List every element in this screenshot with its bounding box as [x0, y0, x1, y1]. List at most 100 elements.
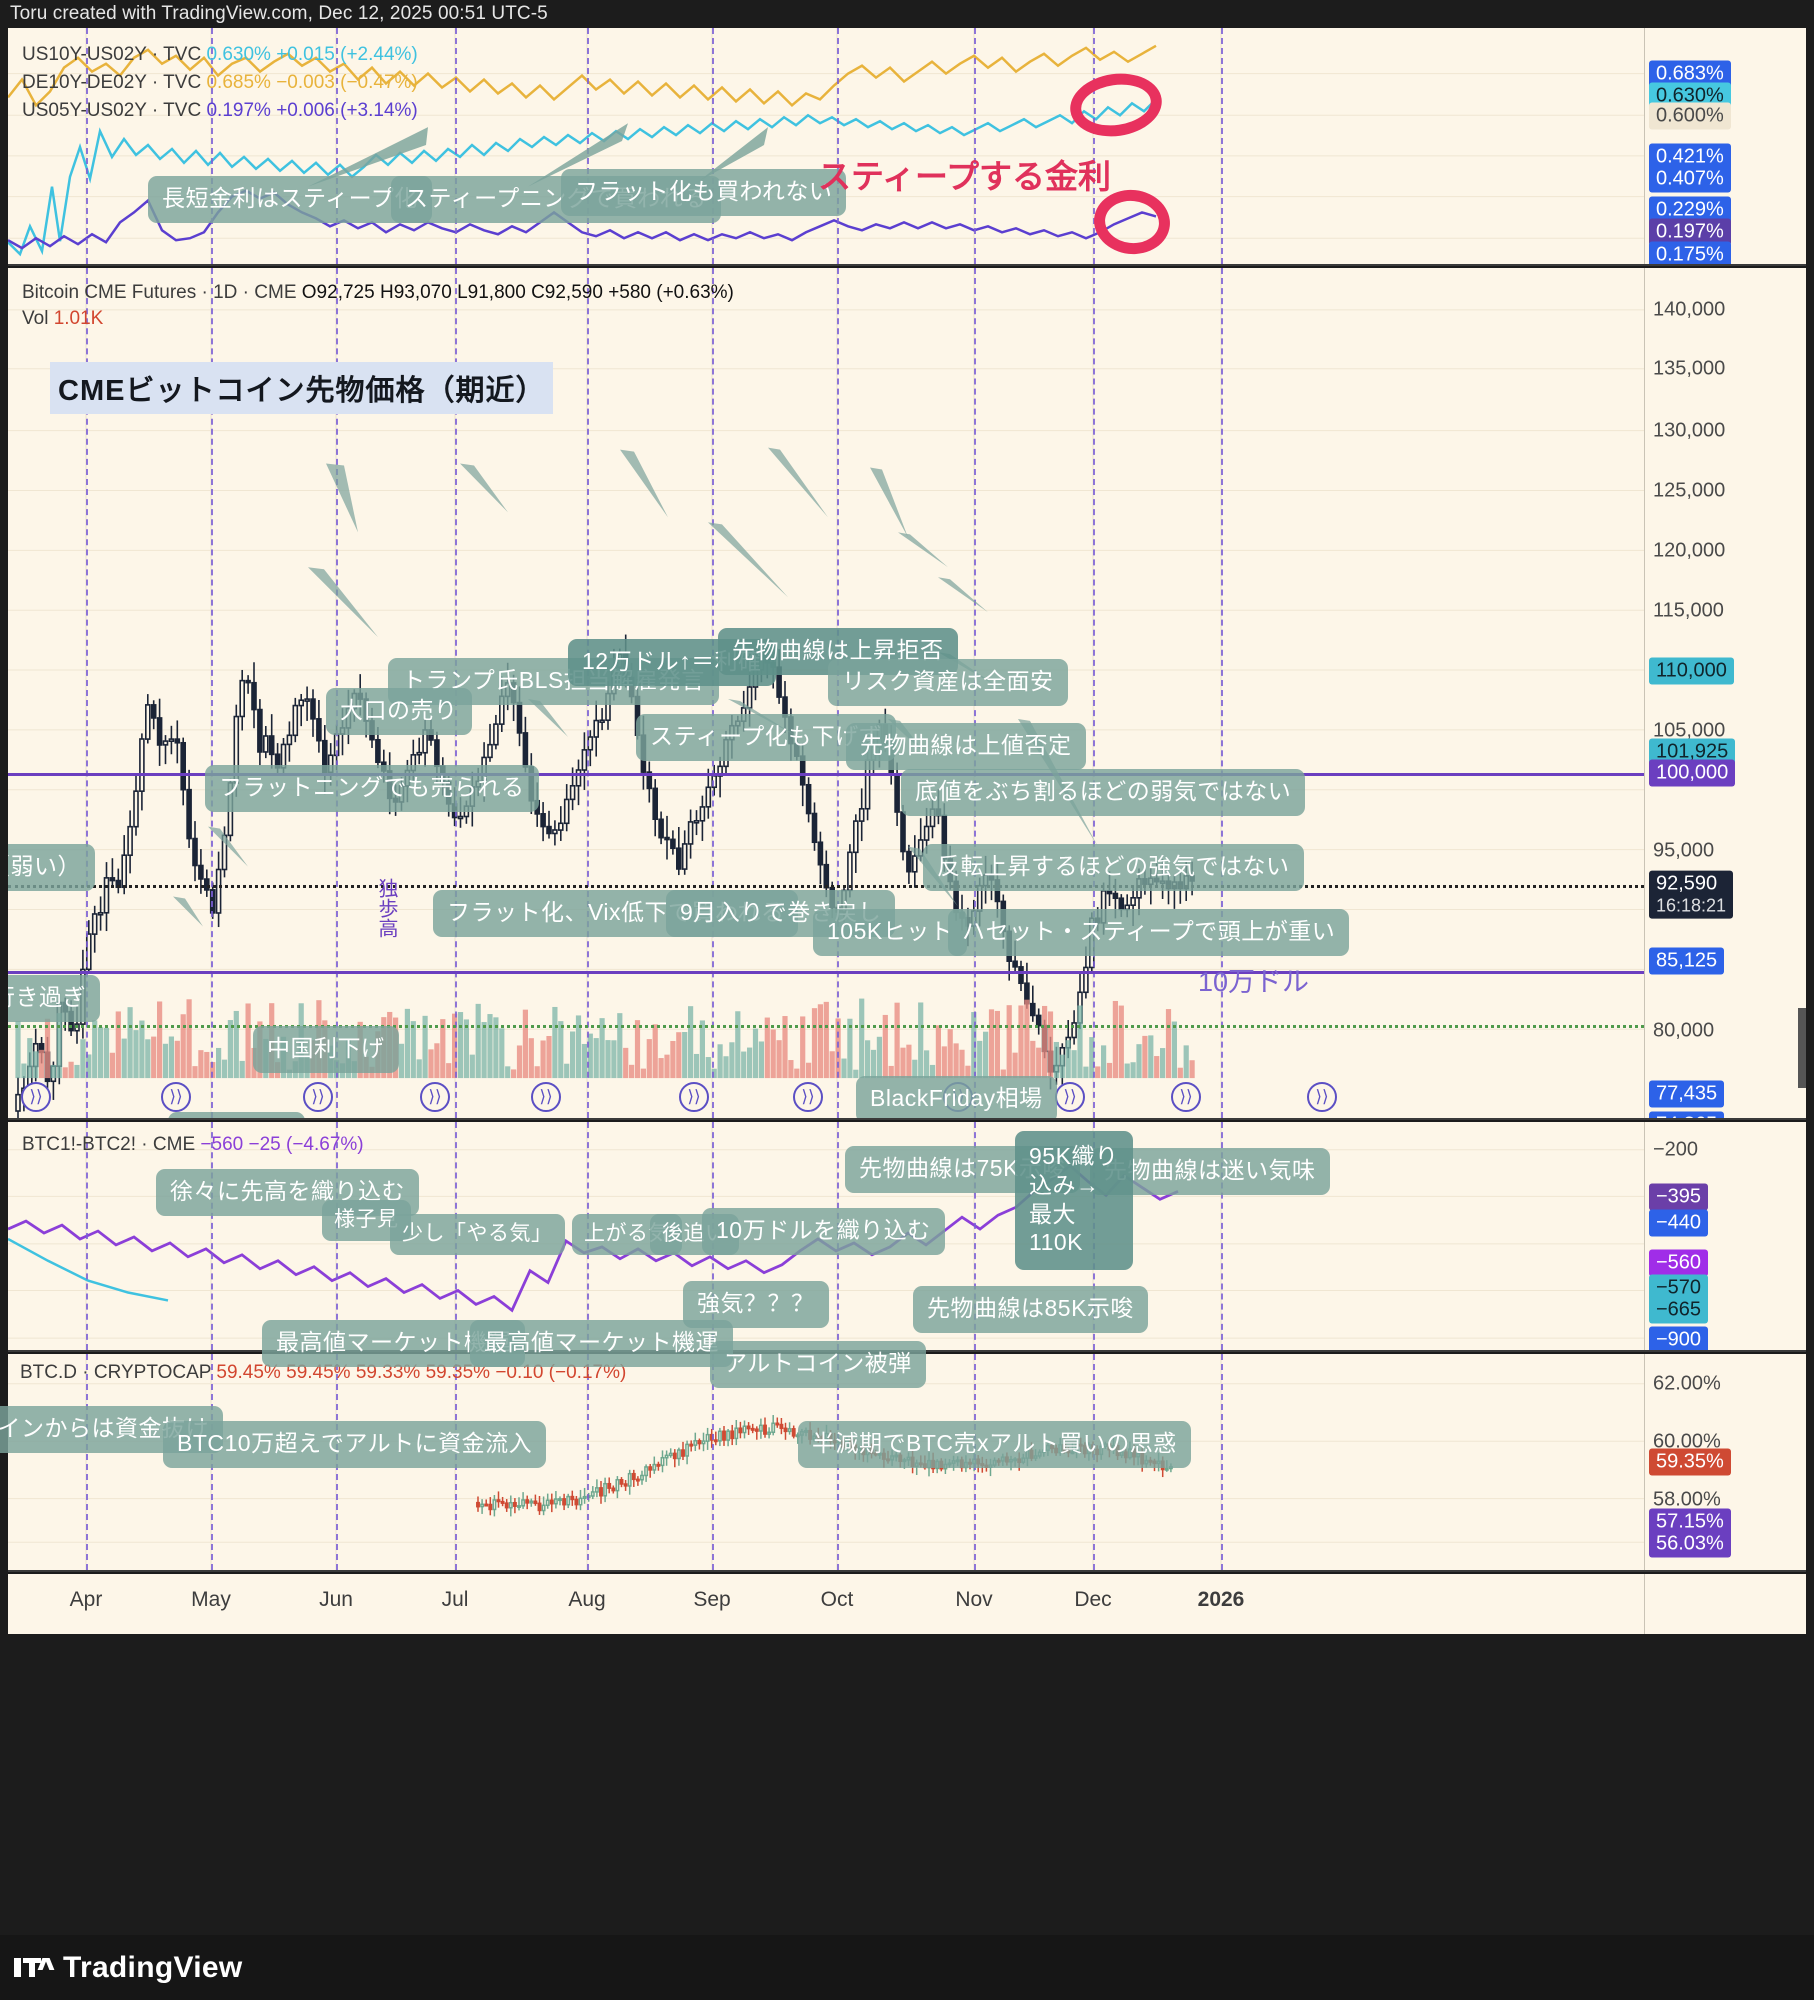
event-flag-icon[interactable]: ⟩⟩ — [161, 1082, 191, 1112]
price-scale-badge[interactable]: −665 — [1649, 1296, 1709, 1324]
legend-bitcoin-futures[interactable]: Bitcoin CME Futures · 1D · CME O92,725 H… — [22, 282, 734, 304]
event-flag-icon[interactable]: ⟩⟩ — [1055, 1082, 1085, 1112]
annotation-bubble: 先物曲線は85K示唆 — [913, 1286, 1148, 1333]
event-flag-icon[interactable]: ⟩⟩ — [531, 1082, 561, 1112]
volume-label: Vol — [22, 308, 49, 329]
legend-open: O92,725 — [301, 282, 375, 303]
event-flag-icon[interactable]: ⟩⟩ — [303, 1082, 333, 1112]
date-axis[interactable]: Apr May Jun Jul Aug Sep Oct Nov Dec 2026 — [8, 1574, 1644, 1634]
legend-btc-spread[interactable]: BTC1!-BTC2! · CME −560 −25 (−4.67%) — [22, 1134, 364, 1156]
annotation-bubble: （弱い） — [8, 844, 95, 891]
annotation-bubble: コインからは資金抜け — [0, 1406, 223, 1453]
spread-price-scale[interactable]: −200 −395 −440 −560 −570 −665 −900 — [1644, 1122, 1806, 1350]
pane-bitcoin-futures[interactable]: Bitcoin CME Futures · 1D · CME O92,725 H… — [8, 268, 1806, 1120]
price-scale-badge[interactable]: −560 — [1649, 1249, 1709, 1277]
handwritten-note-steepening: スティープする金利 — [818, 158, 1112, 195]
price-scale-badge[interactable]: 0.407% — [1649, 165, 1731, 193]
date-axis-label: Dec — [1074, 1588, 1112, 1611]
legend-volume[interactable]: Vol 1.01K — [22, 308, 103, 330]
price-scale-badge[interactable]: 100,000 — [1649, 759, 1736, 787]
price-scale-tick: 60.00% — [1653, 1430, 1721, 1453]
vertical-scrollbar[interactable] — [1798, 1008, 1806, 1088]
annotation-vertical-doppodaka: 独歩高 — [375, 878, 397, 938]
legend-open: 59.45% — [216, 1362, 281, 1383]
main-plot[interactable]: Bitcoin CME Futures · 1D · CME O92,725 H… — [8, 268, 1644, 1118]
legend-low: L91,800 — [457, 282, 526, 303]
legend-value: 0.630% — [206, 44, 271, 65]
legend-value: −560 — [200, 1134, 244, 1155]
price-scale-badge[interactable]: 0.197% — [1649, 218, 1731, 246]
price-scale-tick: 120,000 — [1653, 539, 1726, 562]
price-scale-tick: 105,000 — [1653, 719, 1726, 742]
legend-symbol: Bitcoin CME Futures · 1D · CME — [22, 282, 297, 303]
date-axis-label: Sep — [693, 1588, 731, 1611]
tradingview-logo-icon — [14, 1954, 55, 1981]
legend-symbol: DE10Y-DE02Y · TVC — [22, 72, 202, 93]
annotation-bubble: 10万ドルを織り込む — [702, 1208, 945, 1255]
price-scale-tick: 130,000 — [1653, 419, 1726, 442]
price-scale-badge[interactable]: 74,365 — [1649, 1111, 1725, 1118]
date-axis-label: Apr — [69, 1588, 103, 1611]
main-price-scale[interactable]: 140,000 135,000 130,000 125,000 120,000 115,0… — [1644, 268, 1806, 1118]
annotation-bubble: 95K織り込み→最大110K — [1015, 1131, 1133, 1270]
price-scale-tick: 115,000 — [1653, 599, 1724, 622]
legend-btc-dominance[interactable]: BTC.D · CRYPTOCAP 59.45% 59.45% 59.33% 5… — [20, 1362, 626, 1384]
legend-us10y-us02y[interactable]: US10Y-US02Y · TVC 0.630% +0.015 (+2.44%) — [22, 44, 418, 66]
chart-container[interactable]: US10Y-US02Y · TVC 0.630% +0.015 (+2.44%)… — [0, 28, 1814, 1935]
hline-pre-ath — [8, 1025, 1644, 1028]
price-scale-tick: 135,000 — [1653, 357, 1726, 380]
annotation-bubble: BTC10万超えでアルトに資金流入 — [163, 1421, 547, 1468]
dominance-price-scale[interactable]: 62.00% 60.00% 58.00% 59.35% 57.15% 56.03% — [1644, 1354, 1806, 1570]
note-100k: 10万ドル — [1198, 967, 1310, 997]
event-flag-icon[interactable]: ⟩⟩ — [21, 1082, 51, 1112]
legend-de10y-de02y[interactable]: DE10Y-DE02Y · TVC 0.685% −0.003 (−0.47%) — [22, 72, 418, 94]
volume-value: 1.01K — [53, 308, 104, 329]
event-flag-icon[interactable]: ⟩⟩ — [1307, 1082, 1337, 1112]
rates-plot[interactable]: US10Y-US02Y · TVC 0.630% +0.015 (+2.44%)… — [8, 28, 1644, 264]
price-scale-badge[interactable]: 85,125 — [1649, 947, 1725, 975]
price-scale-badge[interactable]: 110,000 — [1649, 657, 1734, 685]
price-scale-badge[interactable]: −395 — [1649, 1183, 1709, 1211]
annotation-bubble: 反転上昇するほどの強気ではない — [923, 844, 1304, 891]
legend-close: 59.35% — [425, 1362, 491, 1383]
annotation-bubble: 半減期でBTC売xアルト買いの思惑 — [798, 1421, 1191, 1468]
price-scale-badge[interactable]: −900 — [1649, 1326, 1709, 1350]
legend-change: +580 (+0.63%) — [608, 282, 734, 303]
flag-row[interactable]: ⟩⟩ ⟩⟩ ⟩⟩ ⟩⟩ ⟩⟩ ⟩⟩ ⟩⟩ ⟩⟩ ⟩⟩ ⟩⟩ ⟩⟩ — [8, 1082, 1482, 1118]
price-scale-badge[interactable]: 0.175% — [1649, 241, 1731, 264]
price-scale-badge-time: 16:18:21 — [1656, 895, 1727, 916]
hline-100k — [8, 773, 1644, 776]
price-scale-tick: 80,000 — [1653, 1019, 1715, 1042]
date-axis-label: 2026 — [1197, 1588, 1245, 1611]
price-scale-badge[interactable]: 92,590 16:18:21 — [1649, 870, 1734, 919]
legend-change: −0.003 (−0.47%) — [276, 72, 418, 93]
price-scale-badge[interactable]: 77,435 — [1649, 1080, 1725, 1108]
annotation-bubble: 長短金利はスティープ化 — [148, 176, 432, 223]
price-scale-tick: 95,000 — [1653, 839, 1715, 862]
date-axis-label: Oct — [820, 1588, 854, 1611]
event-flag-icon[interactable]: ⟩⟩ — [679, 1082, 709, 1112]
legend-symbol: US05Y-US02Y · TVC — [22, 100, 202, 121]
event-flag-icon[interactable]: ⟩⟩ — [793, 1082, 823, 1112]
legend-high: 59.45% — [286, 1362, 351, 1383]
axis-corner — [1644, 1574, 1806, 1634]
rates-price-scale[interactable]: 0.683% 0.630% 0.600% 0.421% 0.407% 0.229% 0.19… — [1644, 28, 1806, 264]
event-flag-icon[interactable]: ⟩⟩ — [420, 1082, 450, 1112]
legend-symbol: BTC.D · CRYPTOCAP — [20, 1362, 212, 1383]
pane-yield-spreads[interactable]: US10Y-US02Y · TVC 0.630% +0.015 (+2.44%)… — [8, 28, 1806, 266]
annotation-bubble: フラットニングでも売られる — [205, 765, 539, 812]
annotation-bubble: アルトコイン被弾 — [710, 1341, 926, 1388]
legend-value: 0.197% — [206, 100, 271, 121]
annotation-bubble: 最高値マーケット機運 — [470, 1320, 733, 1367]
annotation-bubble: 先物曲線は上値否定 — [846, 723, 1086, 770]
event-flag-icon[interactable]: ⟩⟩ — [1171, 1082, 1201, 1112]
price-scale-badge[interactable]: 56.03% — [1649, 1530, 1731, 1558]
date-axis-pane[interactable]: Apr May Jun Jul Aug Sep Oct Nov Dec 2026 — [8, 1574, 1806, 1634]
annotation-bubble: 少し「やる気」 — [390, 1214, 565, 1255]
price-scale-badge[interactable]: −440 — [1649, 1209, 1709, 1237]
annotation-bubble: 大口の売り — [326, 688, 472, 735]
price-scale-badge[interactable]: 0.600% — [1649, 102, 1731, 130]
date-axis-label: Jul — [441, 1588, 469, 1611]
legend-us05y-us02y[interactable]: US05Y-US02Y · TVC 0.197% +0.006 (+3.14%) — [22, 100, 418, 122]
price-scale-badge[interactable]: 59.35% — [1649, 1448, 1731, 1476]
